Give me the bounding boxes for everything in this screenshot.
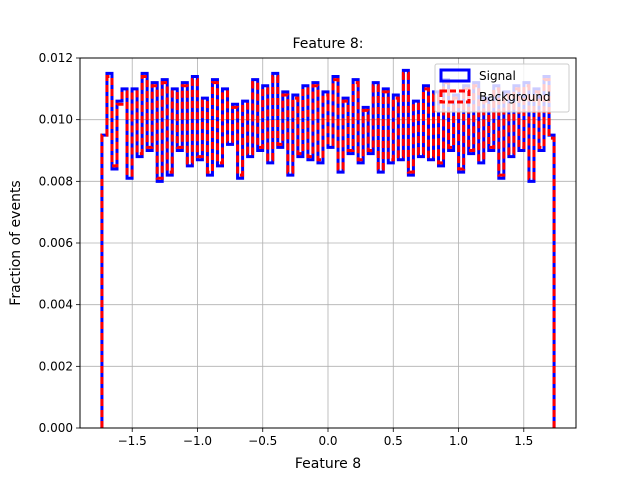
y-tick-label: 0.010: [39, 113, 73, 127]
x-axis-label: Feature 8: [295, 456, 361, 472]
x-tick-label: −1.5: [118, 434, 147, 448]
legend-swatch-background: [439, 89, 471, 104]
plot-series: [100, 68, 556, 428]
x-tick-label: −0.5: [248, 434, 277, 448]
x-tick-label: −1.0: [183, 434, 212, 448]
series-background-line: [100, 71, 556, 428]
y-tick-label: 0.008: [39, 174, 73, 188]
y-axis: 0.000 0.002 0.004 0.006 0.008 0.010 0.012: [39, 51, 80, 435]
x-tick-label: 1.0: [449, 434, 468, 448]
legend: Signal Background: [434, 63, 570, 113]
y-tick-label: 0.006: [39, 236, 73, 250]
legend-swatch-signal: [439, 68, 471, 83]
chart-title: Feature 8:: [293, 36, 364, 52]
x-tick-label: 0.5: [384, 434, 403, 448]
x-tick-label: 0.0: [318, 434, 337, 448]
x-axis: −1.5 −1.0 −0.5 0.0 0.5 1.0 1.5: [118, 428, 533, 448]
y-tick-label: 0.004: [39, 298, 73, 312]
y-tick-label: 0.002: [39, 359, 73, 373]
x-tick-label: 1.5: [514, 434, 533, 448]
y-axis-label: Fraction of events: [8, 180, 24, 305]
y-tick-label: 0.000: [39, 421, 73, 435]
legend-label-background: Background: [479, 90, 551, 104]
legend-label-signal: Signal: [479, 69, 516, 83]
y-tick-label: 0.012: [39, 51, 73, 65]
